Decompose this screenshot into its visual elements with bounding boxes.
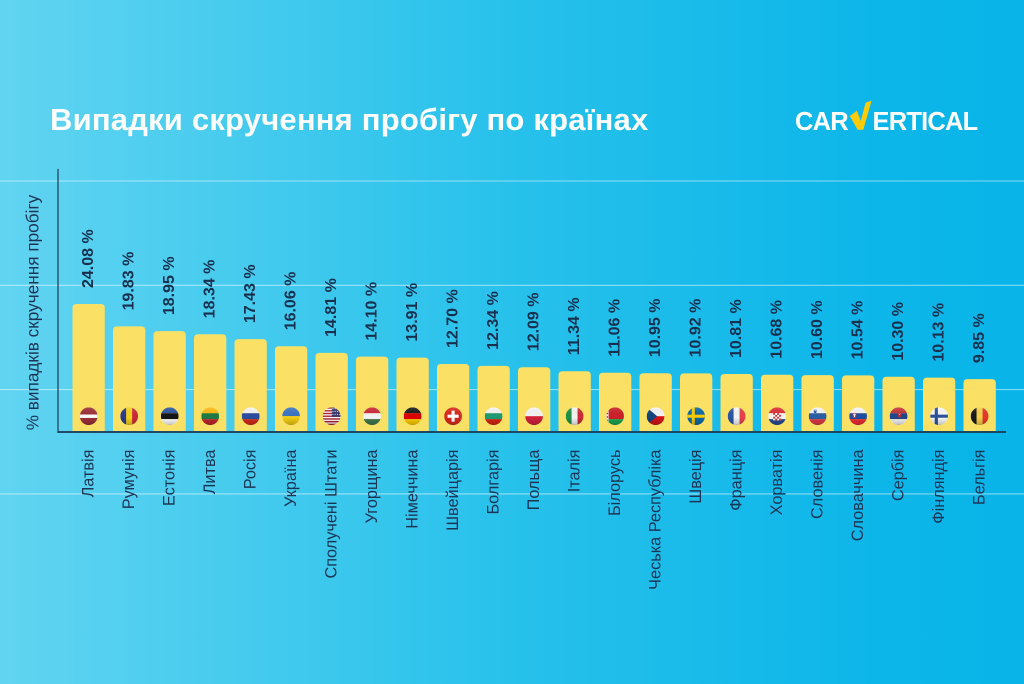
svg-text:9.85 %: 9.85 % <box>971 313 988 363</box>
svg-text:Франція: Франція <box>728 450 746 511</box>
svg-text:12.70 %: 12.70 % <box>445 289 462 348</box>
svg-text:Швейцарія: Швейцарія <box>444 449 462 530</box>
svg-text:Італія: Італія <box>566 450 584 493</box>
svg-text:10.92 %: 10.92 % <box>688 299 705 358</box>
svg-text:Фінляндія: Фінляндія <box>930 450 948 524</box>
svg-text:11.06 %: 11.06 % <box>607 299 624 357</box>
svg-text:10.60 %: 10.60 % <box>809 300 826 359</box>
svg-text:10.30 %: 10.30 % <box>890 302 907 361</box>
svg-text:Бельгія: Бельгія <box>971 450 989 506</box>
svg-text:12.34 %: 12.34 % <box>485 291 502 350</box>
svg-text:Болгарія: Болгарія <box>485 449 503 514</box>
svg-text:17.43 %: 17.43 % <box>242 264 259 323</box>
svg-text:Словаччина: Словаччина <box>849 449 867 542</box>
svg-text:11.34 %: 11.34 % <box>566 297 583 355</box>
svg-text:10.81 %: 10.81 % <box>728 299 745 358</box>
svg-text:13.91 %: 13.91 % <box>404 283 421 342</box>
svg-text:Сполучені Штати: Сполучені Штати <box>323 450 341 579</box>
svg-text:24.08 %: 24.08 % <box>80 229 97 288</box>
svg-text:10.54 %: 10.54 % <box>850 301 867 360</box>
svg-text:10.13 %: 10.13 % <box>931 303 948 362</box>
svg-text:Литва: Литва <box>201 449 219 495</box>
svg-text:10.95 %: 10.95 % <box>647 298 664 357</box>
svg-text:Хорватія: Хорватія <box>768 450 786 516</box>
svg-text:14.10 %: 14.10 % <box>364 282 381 341</box>
svg-text:Чеська Республіка: Чеська Республіка <box>647 449 665 590</box>
svg-text:Латвія: Латвія <box>80 450 98 498</box>
svg-text:Росія: Росія <box>242 450 260 490</box>
svg-text:CAR: CAR <box>795 108 848 136</box>
svg-text:16.06 %: 16.06 % <box>283 272 300 331</box>
svg-text:Угорщина: Угорщина <box>363 449 381 524</box>
svg-text:Польща: Польща <box>525 449 543 511</box>
svg-text:Швеція: Швеція <box>687 450 705 504</box>
svg-text:18.34 %: 18.34 % <box>202 260 219 319</box>
svg-text:Сербія: Сербія <box>890 450 908 502</box>
svg-text:Білорусь: Білорусь <box>606 450 624 517</box>
svg-text:Естонія: Естонія <box>161 450 179 507</box>
svg-text:% випадків скручення пробігу: % випадків скручення пробігу <box>23 194 43 430</box>
svg-text:Випадки скручення пробігу по к: Випадки скручення пробігу по країнах <box>50 102 649 137</box>
svg-text:Словенія: Словенія <box>809 450 827 519</box>
svg-text:Україна: Україна <box>282 449 300 507</box>
svg-text:ERTICAL: ERTICAL <box>873 108 978 136</box>
svg-text:Румунія: Румунія <box>120 450 138 510</box>
svg-text:12.09 %: 12.09 % <box>526 292 543 351</box>
svg-text:19.83 %: 19.83 % <box>121 252 138 311</box>
svg-text:18.95 %: 18.95 % <box>161 256 178 315</box>
svg-text:10.68 %: 10.68 % <box>769 300 786 359</box>
svg-text:14.81 %: 14.81 % <box>323 278 340 337</box>
svg-text:Німеччина: Німеччина <box>404 449 422 529</box>
